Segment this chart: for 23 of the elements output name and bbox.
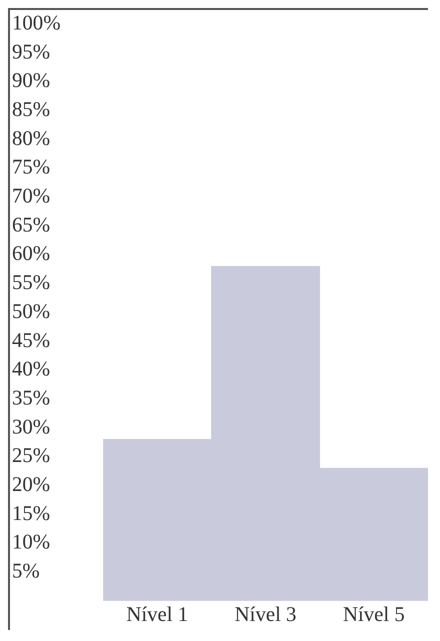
y-tick-label: 35% [12,385,50,410]
y-tick-label: 30% [12,414,50,438]
y-tick-label: 5% [12,558,40,583]
y-tick-label: 20% [12,472,50,496]
y-tick-label: 45% [12,328,50,352]
x-tick-label: Nível 1 [126,602,188,626]
y-tick-label: 55% [12,270,50,294]
y-tick-label: 40% [12,356,50,381]
y-tick-label: 10% [12,530,50,554]
y-tick-label: 65% [12,212,50,236]
y-tick-label: 15% [12,500,50,525]
y-tick-label: 80% [12,126,50,150]
x-tick-label: Nível 3 [234,602,296,626]
y-tick-label: 70% [12,183,50,208]
y-tick-label: 95% [12,39,50,64]
y-tick-label: 25% [12,443,50,468]
y-tick-label: 85% [12,96,50,122]
y-tick-label: 75% [12,154,50,179]
y-tick-label: 90% [12,68,50,92]
y-tick-label: 50% [12,298,50,323]
y-tick-label: 60% [12,241,50,266]
x-tick-label: Nível 5 [342,602,405,626]
y-tick-label: 100% [12,10,61,34]
